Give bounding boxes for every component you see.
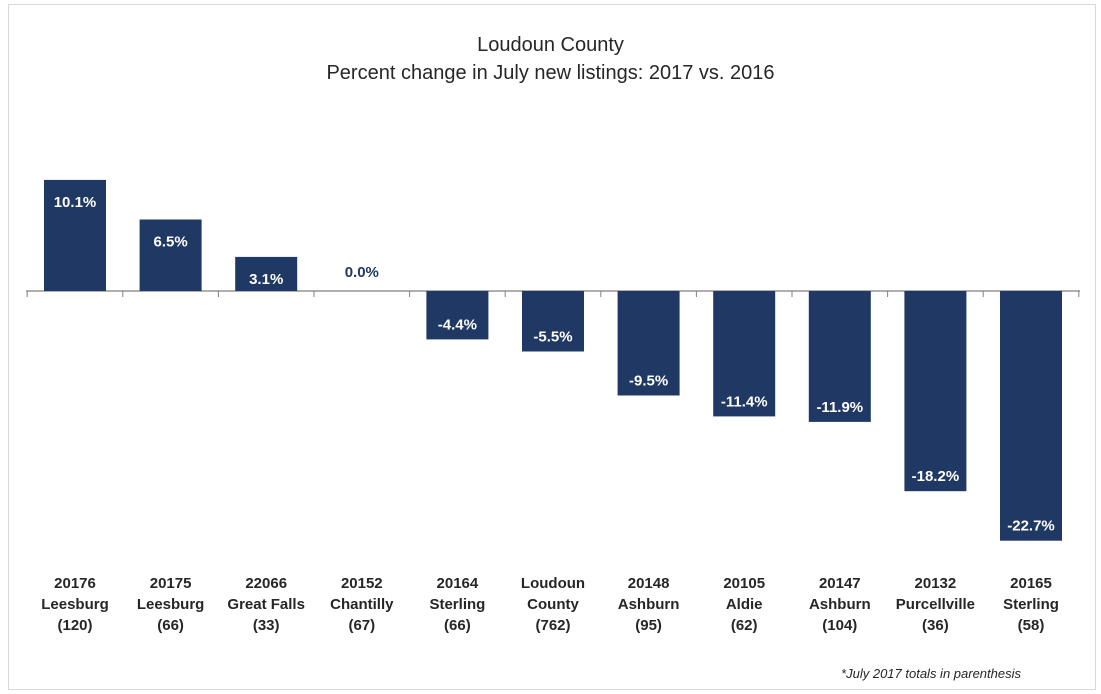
bar: [617, 291, 680, 396]
category-label-line: Ashburn: [617, 596, 680, 613]
category-label-line: 20175: [149, 575, 192, 592]
bar: [713, 291, 776, 417]
category-label: 20148 Ashburn (95): [601, 573, 697, 636]
category-label: 20164 Sterling (66): [409, 573, 505, 636]
category-label: 20147 Ashburn (104): [792, 573, 888, 636]
category-label-line: Chantilly: [330, 596, 394, 613]
category-label-line: Sterling: [1003, 596, 1059, 613]
category-label: Loudoun County (762): [505, 573, 601, 636]
category-label-line: 20147: [818, 575, 861, 592]
category-label-line: (95): [635, 617, 662, 634]
category-label-line: (67): [348, 617, 376, 634]
data-label: 0.0%: [345, 264, 379, 281]
data-label: 3.1%: [249, 271, 283, 288]
category-label-line: Sterling: [429, 596, 486, 613]
category-label-line: (33): [252, 617, 280, 634]
category-label-line: Leesburg: [136, 596, 205, 613]
category-label-line: 20105: [723, 575, 766, 592]
category-label: 20105 Aldie (62): [696, 573, 792, 636]
bar: [426, 291, 489, 340]
category-label-line: 20152: [340, 575, 383, 592]
category-label: 20176 Leesburg (120): [27, 573, 123, 636]
bar: [904, 291, 967, 492]
data-label: -18.2%: [912, 468, 960, 485]
category-label-line: Great Falls: [227, 596, 305, 613]
bar: [44, 179, 106, 291]
bar: [1000, 291, 1062, 541]
category-label-line: Aldie: [725, 596, 763, 613]
category-label-line: 22066: [245, 575, 288, 592]
data-label: 6.5%: [153, 234, 187, 251]
bar: [235, 256, 298, 291]
data-label: 10.1%: [54, 194, 97, 211]
bar: [139, 219, 202, 291]
category-label-line: 20165: [1010, 575, 1052, 592]
chart-title: Loudoun County: [477, 34, 624, 56]
data-label: -4.4%: [438, 316, 477, 333]
category-label: 20132 Purcellville (36): [887, 573, 983, 636]
category-label-line: 20176: [54, 575, 96, 592]
category-label-line: Leesburg: [41, 596, 109, 613]
category-label-line: 20164: [436, 575, 479, 592]
category-label: 22066 Great Falls (33): [218, 573, 314, 636]
category-label-line: (58): [1017, 617, 1045, 634]
category-label-line: (66): [444, 617, 471, 634]
category-label-line: 20132: [914, 575, 957, 592]
chart-subtitle: Percent change in July new listings: 201…: [326, 62, 775, 84]
category-label-line: Loudoun: [520, 575, 586, 592]
bar: [522, 291, 584, 352]
data-label: -22.7%: [1007, 518, 1055, 535]
category-label-line: (66): [157, 617, 184, 634]
category-label-line: (762): [535, 617, 571, 634]
category-label-line: County: [527, 596, 579, 613]
category-label-line: (120): [57, 617, 93, 634]
category-label: 20165 Sterling (58): [983, 573, 1079, 636]
category-label-line: Ashburn: [808, 596, 871, 613]
category-label-line: (62): [730, 617, 758, 634]
category-label-line: (104): [822, 617, 858, 634]
category-label-line: 20148: [627, 575, 670, 592]
data-label: -11.9%: [816, 399, 863, 416]
bar: [808, 291, 871, 422]
category-label: 20175 Leesburg (66): [123, 573, 219, 636]
category-label-line: (36): [922, 617, 949, 634]
footnote: *July 2017 totals in parenthesis: [841, 666, 1021, 681]
data-label: -11.4%: [721, 393, 768, 410]
category-label-line: Purcellville: [895, 596, 975, 613]
data-label: -9.5%: [629, 373, 668, 390]
category-label: 20152 Chantilly (67): [314, 573, 410, 636]
data-label: -5.5%: [533, 329, 572, 346]
